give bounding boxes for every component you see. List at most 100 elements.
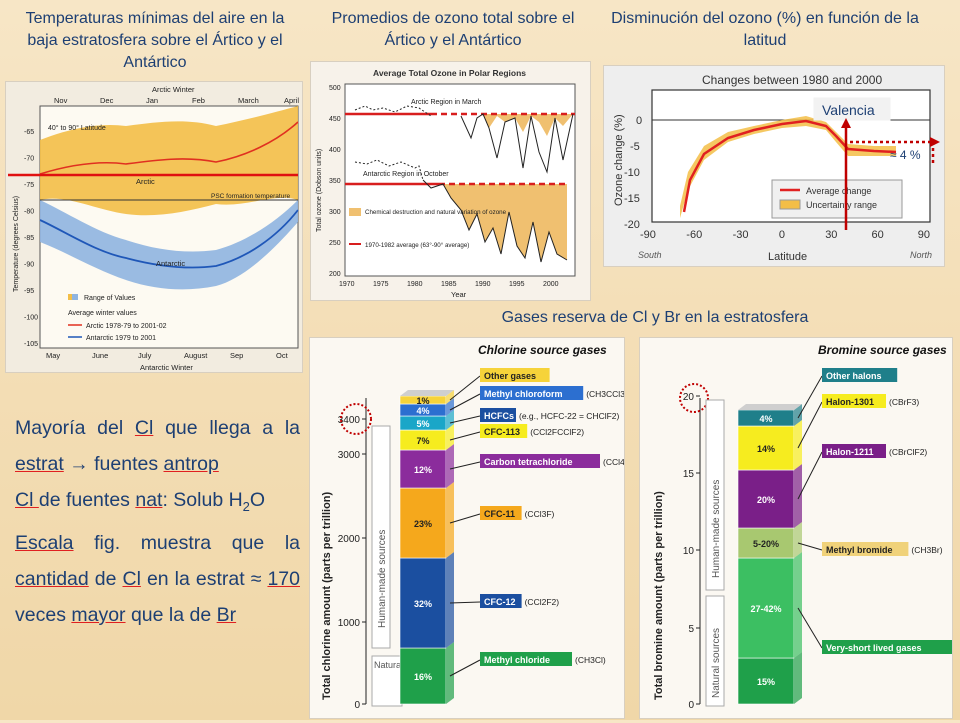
segment-label: Methyl bromide <box>826 545 893 555</box>
legend-antarctic: Antarctic 1979 to 2001 <box>86 335 156 342</box>
stack-top <box>400 390 454 396</box>
top-month-tick: Nov <box>54 96 68 105</box>
segment-formula: (CCl2FCClF2) <box>530 427 584 437</box>
segment-label-box <box>480 652 572 666</box>
stack-side <box>446 444 454 488</box>
temp-y-tick: -80 <box>24 209 34 216</box>
arctic-march-label: Arctic Region in March <box>411 99 482 106</box>
ozone-avg-x-tick: 1995 <box>509 281 525 288</box>
ozone-avg-x-tick: 1990 <box>475 281 491 288</box>
paragraph-3: Escala fig. muestra que la cantidad de C… <box>15 531 300 626</box>
ozone-average-chart: Average Total Ozone in Polar Regions 500… <box>311 62 590 300</box>
chlorine-title: Chlorine source gases <box>478 343 607 357</box>
label-leader <box>449 393 481 411</box>
segment-label: CFC-11 <box>484 509 515 519</box>
label-leader <box>449 461 481 470</box>
chlorine-human-label: Human-made sources <box>377 530 388 628</box>
legend-average: Average winter values <box>68 310 137 317</box>
caption-ozone-average: Promedios de ozono total sobre el Ártico… <box>331 10 575 49</box>
segment-label-box <box>480 594 522 608</box>
lat-x-tick: -90 <box>640 229 656 241</box>
y-tick-label: 2000 <box>338 534 361 545</box>
antarctic-average-line <box>39 209 299 269</box>
ozone-avg-y-tick: 500 <box>329 85 341 92</box>
ozone-avg-x-tick: 2000 <box>543 281 559 288</box>
segment-label-box <box>480 424 528 438</box>
segment-formula: (CBrClF2) <box>889 447 927 457</box>
segment-formula: (CCl4) <box>603 457 624 467</box>
y-tick-label: 1000 <box>338 618 361 629</box>
segment-formula: (CH3CCl3) <box>586 389 624 399</box>
caption-gases: Gases reserva de Cl y Br en la estratosf… <box>501 309 809 326</box>
stack-side <box>794 420 802 470</box>
stack-side <box>446 424 454 450</box>
segment-label: HCFCs <box>484 411 514 421</box>
ozone-lat-ylabel: Ozone change (%) <box>613 114 625 206</box>
segment-formula: (CBrF3) <box>889 397 919 407</box>
segment-label-box <box>480 408 516 422</box>
lat-y-tick: -10 <box>624 167 640 179</box>
segment-formula: (CH3Cl) <box>575 655 606 665</box>
chlorine-chart: Chlorine source gases Total chlorine amo… <box>310 338 628 718</box>
segment-percent: 32% <box>414 599 432 609</box>
label-leader <box>797 451 823 500</box>
arctic-range-band <box>40 106 298 216</box>
y-tick-label: 0 <box>354 700 360 711</box>
segment-formula: (CH3Br) <box>911 545 942 555</box>
top-month-tick: March <box>238 96 259 105</box>
lat-x-tick: 60 <box>872 229 884 241</box>
y-tick-label: 10 <box>683 546 695 557</box>
psc-label: PSC formation temperature <box>211 193 291 200</box>
segment-label: CFC-113 <box>484 427 520 437</box>
label-leader <box>449 513 481 524</box>
label-leader <box>449 375 481 401</box>
approx-4-percent: ≈ 4 % <box>890 148 921 162</box>
ozone-avg-x-tick: 1975 <box>373 281 389 288</box>
legend-chemical: Chemical destruction and natural variati… <box>365 209 507 216</box>
south-label: South <box>638 250 662 260</box>
stack-side <box>446 552 454 648</box>
bromine-human-label: Human-made sources <box>711 480 722 578</box>
antarctic-winter-label: Antarctic Winter <box>140 363 193 372</box>
stack-top <box>738 404 802 410</box>
ozone-avg-y-tick: 250 <box>329 240 341 247</box>
lat-y-tick: -15 <box>624 193 640 205</box>
segment-label: Methyl chloroform <box>484 389 563 399</box>
bottom-month-tick: August <box>184 351 208 360</box>
segment-label: Methyl chloride <box>484 655 550 665</box>
segment-label-box <box>480 368 550 382</box>
temperature-chart-svg: Arctic Winter Nov Dec Jan Feb March April Ant… <box>8 85 299 372</box>
ozone-avg-ylabel: Total ozone (Dobson units) <box>316 149 323 232</box>
stack-segment <box>737 557 795 659</box>
bottom-month-tick: Oct <box>276 351 289 360</box>
north-label: North <box>910 250 932 260</box>
ozone-avg-title: Average Total Ozone in Polar Regions <box>373 68 526 78</box>
bottom-month-tick: July <box>138 351 152 360</box>
y-tick-label: 0 <box>688 700 694 711</box>
stack-side <box>794 552 802 658</box>
legend-1970-1982: 1970-1982 average (63°-90° average) <box>365 242 469 249</box>
top-month-tick: April <box>284 96 299 105</box>
segment-label-box <box>480 506 522 520</box>
segment-percent: 15% <box>757 677 775 687</box>
segment-label: CFC-12 <box>484 597 516 607</box>
y-tick-label: 3000 <box>338 450 361 461</box>
chlorine-svg: Chlorine source gases Total chlorine amo… <box>321 343 628 711</box>
ozone-avg-y-tick: 400 <box>329 147 341 154</box>
top-month-tick: Feb <box>192 96 205 105</box>
antarctic-range-band <box>40 200 298 290</box>
segment-percent: 4% <box>759 414 772 424</box>
top-month-tick: Jan <box>146 96 158 105</box>
segment-formula: (e.g., HCFC-22 = CHClF2) <box>519 411 620 421</box>
arctic-label: Arctic <box>136 177 155 186</box>
chlorine-3400-highlight <box>340 403 372 435</box>
segment-label-box <box>822 444 886 458</box>
label-leader <box>449 415 481 424</box>
latitude-note: 40° to 90° Latitude <box>48 124 106 132</box>
temp-y-tick: -95 <box>24 288 34 295</box>
segment-percent: 27-42% <box>750 604 781 614</box>
label-leader <box>797 542 823 551</box>
y-tick-label: 20 <box>683 392 695 403</box>
temp-y-tick: -90 <box>24 262 34 269</box>
stack-side <box>446 390 454 404</box>
